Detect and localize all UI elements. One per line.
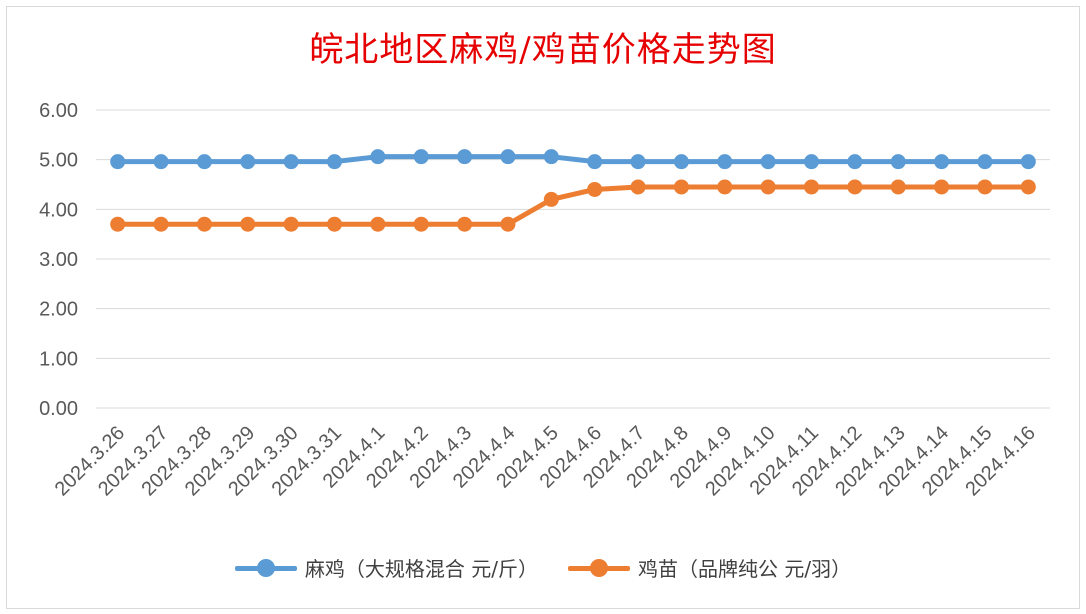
data-point-series-2 [717, 179, 733, 195]
data-point-series-1 [890, 154, 906, 170]
legend-label-series-1: 麻鸡（大规格混合 元/斤） [304, 557, 538, 581]
data-point-series-1 [1020, 154, 1036, 170]
data-point-series-1 [110, 154, 126, 170]
data-point-series-2 [977, 179, 993, 195]
data-point-series-2 [630, 179, 646, 195]
legend: 麻鸡（大规格混合 元/斤） 鸡苗（品牌纯公 元/羽） [0, 553, 1086, 582]
data-point-series-1 [196, 154, 212, 170]
data-point-series-2 [196, 216, 212, 232]
data-point-series-1 [283, 154, 299, 170]
chart-title: 皖北地区麻鸡/鸡苗价格走势图 [309, 30, 777, 70]
data-point-series-2 [587, 181, 603, 197]
data-point-series-1 [240, 154, 256, 170]
data-point-series-2 [457, 216, 473, 232]
data-point-series-1 [370, 149, 386, 165]
chart-area[interactable] [6, 6, 1080, 609]
data-point-series-1 [413, 149, 429, 165]
data-point-series-2 [804, 179, 819, 195]
data-point-series-1 [760, 154, 776, 170]
data-point-series-1 [977, 154, 993, 170]
legend-item-series-2[interactable]: 鸡苗（品牌纯公 元/羽） [568, 553, 851, 582]
data-point-series-2 [890, 179, 906, 195]
data-point-series-1 [717, 154, 733, 170]
data-point-series-1 [934, 154, 950, 170]
data-point-series-2 [543, 191, 559, 207]
data-point-series-1 [327, 154, 342, 170]
y-tick-label: 3.00 [39, 249, 78, 271]
legend-label-series-2: 鸡苗（品牌纯公 元/羽） [638, 557, 852, 581]
data-point-series-1 [587, 154, 603, 170]
data-point-series-2 [153, 216, 169, 232]
data-point-series-2 [847, 179, 863, 195]
data-point-series-2 [934, 179, 950, 195]
data-point-series-1 [804, 154, 819, 170]
data-point-series-2 [1020, 179, 1036, 195]
legend-swatch-series-2 [568, 556, 630, 580]
data-point-series-2 [110, 216, 126, 232]
legend-swatch-series-1 [234, 556, 297, 580]
data-point-series-1 [630, 154, 646, 170]
y-tick-label: 1.00 [39, 348, 78, 370]
data-point-series-1 [500, 149, 516, 165]
series-line-2 [115, 184, 1031, 227]
y-tick-label: 0.00 [39, 398, 78, 420]
data-point-series-2 [413, 216, 429, 232]
data-point-series-2 [370, 216, 386, 232]
y-tick-label: 6.00 [39, 100, 78, 122]
y-tick-label: 4.00 [39, 199, 78, 221]
data-point-series-2 [500, 216, 516, 232]
data-point-series-2 [283, 216, 299, 232]
data-point-series-2 [240, 216, 256, 232]
data-point-series-1 [457, 149, 473, 165]
data-point-series-1 [543, 149, 559, 165]
y-tick-label: 2.00 [39, 299, 78, 321]
data-point-series-1 [673, 154, 689, 170]
data-point-series-1 [847, 154, 863, 170]
series-line-1 [115, 154, 1031, 165]
data-point-series-1 [153, 154, 169, 170]
data-point-series-2 [327, 216, 342, 232]
data-point-series-2 [673, 179, 689, 195]
data-point-series-2 [760, 179, 776, 195]
y-tick-label: 5.00 [39, 150, 78, 172]
legend-item-series-1[interactable]: 麻鸡（大规格混合 元/斤） [234, 553, 538, 582]
